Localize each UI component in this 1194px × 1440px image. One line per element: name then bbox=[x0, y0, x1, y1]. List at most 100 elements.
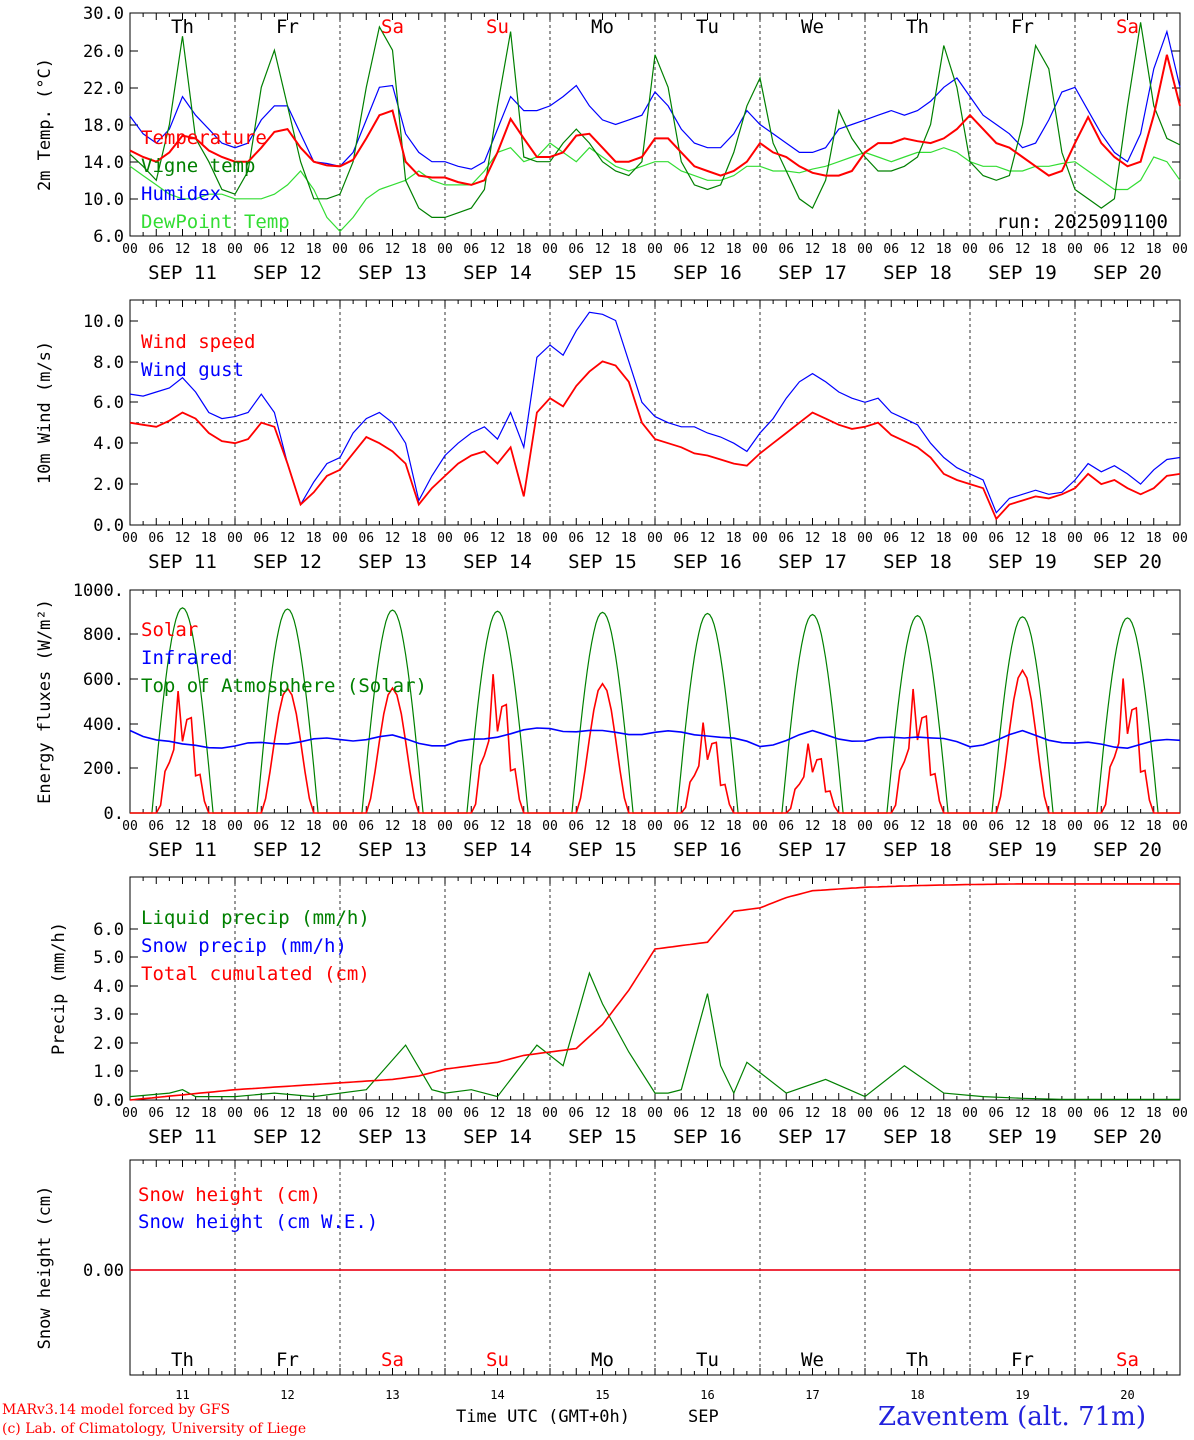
hour-tick-label: 12 bbox=[280, 1106, 296, 1121]
hour-tick-label: 18 bbox=[1041, 819, 1057, 834]
weekday-label: Fr bbox=[276, 1349, 299, 1371]
series-solar-line bbox=[130, 668, 1180, 814]
hour-tick-label: 06 bbox=[463, 531, 479, 546]
y-axis-label: Snow height (cm) bbox=[35, 1186, 55, 1350]
time-axis-label: Time UTC (GMT+0h) bbox=[456, 1407, 630, 1427]
series-wind-gust-line bbox=[129, 311, 1181, 514]
hour-tick-label: 00 bbox=[962, 242, 978, 257]
y-tick-label: 14.0 bbox=[83, 153, 124, 173]
hour-tick-label: 12 bbox=[700, 531, 716, 546]
hour-tick-label: 12 bbox=[1120, 531, 1136, 546]
date-label: SEP 11 bbox=[148, 551, 217, 573]
weekday-label: Fr bbox=[276, 16, 299, 38]
time-axis-month: SEP bbox=[688, 1407, 719, 1427]
series-liquid-precip-line bbox=[129, 971, 1180, 1100]
date-label: SEP 13 bbox=[358, 1126, 427, 1148]
hour-tick-label: 06 bbox=[883, 819, 899, 834]
hour-tick-label: 06 bbox=[358, 1106, 374, 1121]
hour-tick-label: 06 bbox=[568, 242, 584, 257]
hour-tick-label: 18 bbox=[1146, 531, 1162, 546]
hour-tick-label: 06 bbox=[988, 531, 1004, 546]
weekday-label: Su bbox=[486, 1349, 509, 1371]
hour-tick-label: 06 bbox=[148, 242, 164, 257]
date-label: SEP 16 bbox=[673, 1126, 742, 1148]
weekday-label: Sa bbox=[1116, 1349, 1139, 1371]
date-label: SEP 12 bbox=[253, 1126, 322, 1148]
hour-tick-label: 00 bbox=[332, 1106, 348, 1121]
weekday-label: Fr bbox=[1011, 16, 1034, 38]
date-label: SEP 17 bbox=[778, 839, 847, 861]
date-label: SEP 12 bbox=[253, 262, 322, 284]
hour-tick-label: 18 bbox=[306, 242, 322, 257]
hour-tick-label: 12 bbox=[805, 242, 821, 257]
legend-entry: Snow height (cm) bbox=[138, 1184, 321, 1206]
y-tick-label: 2.0 bbox=[93, 475, 124, 495]
date-label: SEP 14 bbox=[463, 262, 532, 284]
series-total-cumulated-line bbox=[129, 883, 1180, 1101]
hour-tick-label: 12 bbox=[1120, 1106, 1136, 1121]
y-tick-label: 30.0 bbox=[83, 4, 124, 24]
legend-entry: Humidex bbox=[141, 183, 221, 205]
hour-tick-label: 00 bbox=[647, 1106, 663, 1121]
hour-tick-label: 06 bbox=[253, 1106, 269, 1121]
hour-tick-label: 00 bbox=[332, 531, 348, 546]
date-label: SEP 12 bbox=[253, 839, 322, 861]
day-number-label: 13 bbox=[385, 1388, 399, 1402]
hour-tick-label: 12 bbox=[595, 531, 611, 546]
date-label: SEP 19 bbox=[988, 839, 1057, 861]
hour-tick-label: 06 bbox=[1093, 1106, 1109, 1121]
panel-2-frame bbox=[129, 299, 1181, 526]
hour-tick-label: 18 bbox=[726, 819, 742, 834]
day-number-label: 16 bbox=[700, 1388, 714, 1402]
weekday-label: Sa bbox=[1116, 16, 1139, 38]
hour-tick-label: 12 bbox=[385, 242, 401, 257]
date-label: SEP 16 bbox=[673, 551, 742, 573]
hour-tick-label: 00 bbox=[437, 819, 453, 834]
hour-tick-label: 18 bbox=[726, 531, 742, 546]
hour-tick-label: 00 bbox=[437, 1106, 453, 1121]
weekday-label: Th bbox=[906, 1349, 929, 1371]
hour-tick-label: 12 bbox=[910, 531, 926, 546]
y-tick-label: 600. bbox=[83, 670, 124, 690]
hour-tick-label: 12 bbox=[700, 242, 716, 257]
weekday-label: Th bbox=[171, 16, 194, 38]
legend-entry: Temperature bbox=[141, 127, 267, 149]
hour-tick-label: 00 bbox=[437, 242, 453, 257]
legend-entry: Top of Atmosphere (Solar) bbox=[141, 675, 427, 697]
hour-tick-label: 06 bbox=[988, 242, 1004, 257]
hour-tick-label: 12 bbox=[1015, 1106, 1031, 1121]
hour-tick-label: 06 bbox=[988, 819, 1004, 834]
y-tick-label: 6.0 bbox=[93, 393, 124, 413]
hour-tick-label: 18 bbox=[306, 531, 322, 546]
y-tick-label: 2.0 bbox=[93, 1034, 124, 1054]
hour-tick-label: 18 bbox=[516, 242, 532, 257]
hour-tick-label: 06 bbox=[988, 1106, 1004, 1121]
date-label: SEP 17 bbox=[778, 1126, 847, 1148]
hour-tick-label: 06 bbox=[253, 819, 269, 834]
credit-line-2: (c) Lab. of Climatology, University of L… bbox=[2, 1421, 307, 1437]
hour-tick-label: 06 bbox=[148, 1106, 164, 1121]
hour-tick-label: 00 bbox=[647, 531, 663, 546]
date-label: SEP 15 bbox=[568, 551, 637, 573]
date-label: SEP 13 bbox=[358, 262, 427, 284]
date-label: SEP 15 bbox=[568, 839, 637, 861]
date-label: SEP 11 bbox=[148, 1126, 217, 1148]
date-label: SEP 18 bbox=[883, 551, 952, 573]
station-name: Zaventem (alt. 71m) bbox=[878, 1402, 1146, 1432]
hour-tick-label: 06 bbox=[568, 819, 584, 834]
hour-tick-label: 06 bbox=[673, 531, 689, 546]
y-axis-label: Precip (mm/h) bbox=[49, 922, 69, 1055]
hour-tick-label: 06 bbox=[778, 1106, 794, 1121]
hour-tick-label: 00 bbox=[752, 819, 768, 834]
hour-tick-label: 18 bbox=[621, 531, 637, 546]
hour-tick-label: 12 bbox=[385, 531, 401, 546]
date-label: SEP 20 bbox=[1093, 551, 1162, 573]
hour-tick-label: 06 bbox=[883, 531, 899, 546]
y-tick-label: 0. bbox=[104, 804, 124, 824]
hour-tick-label: 06 bbox=[358, 819, 374, 834]
day-number-label: 19 bbox=[1015, 1388, 1029, 1402]
series-vigne-temp-line bbox=[129, 22, 1181, 218]
date-label: SEP 15 bbox=[568, 262, 637, 284]
hour-tick-label: 18 bbox=[201, 242, 217, 257]
